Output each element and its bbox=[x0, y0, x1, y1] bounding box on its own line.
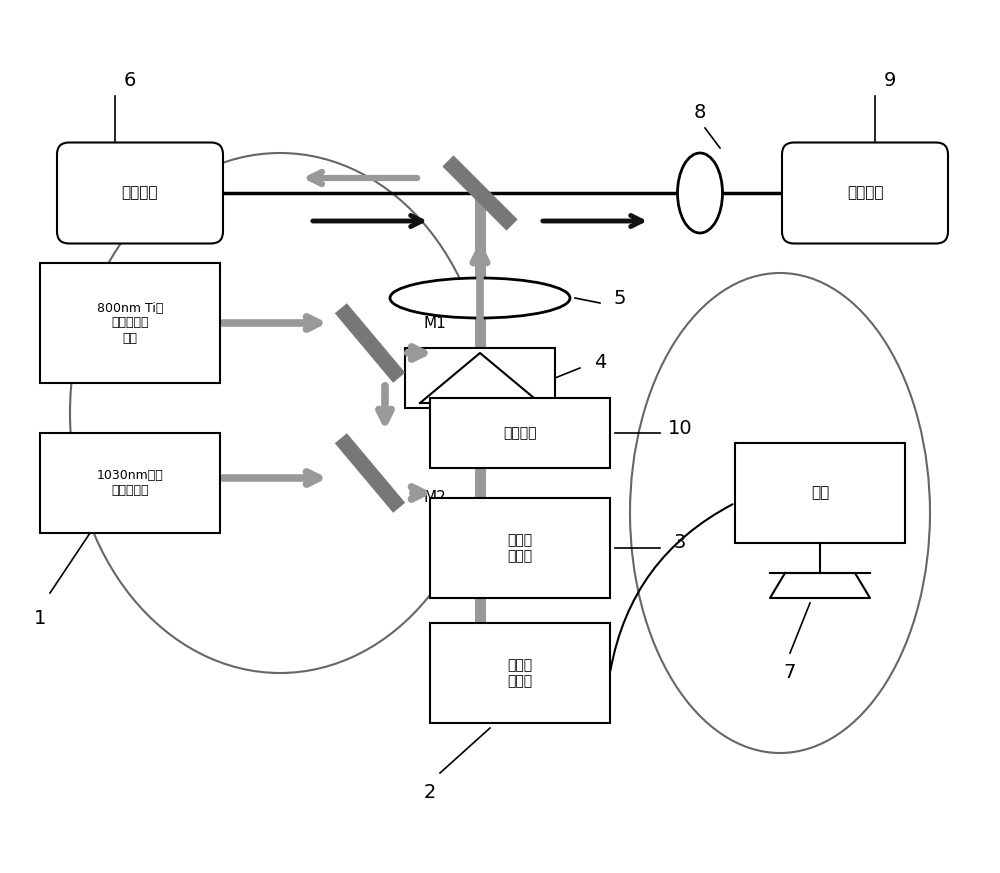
Text: 电脑: 电脑 bbox=[811, 485, 829, 500]
Text: 5: 5 bbox=[614, 288, 626, 307]
Bar bbox=[430, 498, 610, 598]
Bar bbox=[335, 304, 405, 382]
Text: 7: 7 bbox=[784, 663, 796, 683]
Text: 偏振控
制模块: 偏振控 制模块 bbox=[507, 658, 533, 688]
Text: 10: 10 bbox=[668, 418, 692, 437]
Bar bbox=[405, 348, 555, 408]
Text: M2: M2 bbox=[424, 491, 446, 505]
Text: 6: 6 bbox=[124, 71, 136, 90]
Text: 1030nm光纤
飞秒激光器: 1030nm光纤 飞秒激光器 bbox=[97, 469, 163, 497]
Text: 800nm Ti蓝
宝石飞秒激
光器: 800nm Ti蓝 宝石飞秒激 光器 bbox=[97, 301, 163, 345]
Text: 倍频晶体: 倍频晶体 bbox=[503, 426, 537, 440]
Text: 4: 4 bbox=[594, 354, 606, 373]
Text: 8: 8 bbox=[694, 104, 706, 122]
Bar bbox=[443, 156, 517, 230]
Bar bbox=[335, 434, 405, 512]
Text: 显微加工: 显微加工 bbox=[122, 185, 158, 201]
Bar bbox=[735, 443, 905, 543]
Text: 能量控
制模块: 能量控 制模块 bbox=[507, 533, 533, 563]
FancyBboxPatch shape bbox=[57, 142, 223, 244]
Bar bbox=[40, 263, 220, 383]
Bar bbox=[40, 433, 220, 533]
Ellipse shape bbox=[390, 278, 570, 318]
FancyBboxPatch shape bbox=[782, 142, 948, 244]
Bar bbox=[430, 623, 610, 723]
Text: 1: 1 bbox=[34, 608, 46, 628]
Text: 9: 9 bbox=[884, 71, 896, 90]
Bar bbox=[430, 398, 610, 468]
Text: 3: 3 bbox=[674, 533, 686, 553]
FancyArrowPatch shape bbox=[610, 505, 733, 670]
Text: M1: M1 bbox=[424, 315, 446, 331]
Text: 光谱探测: 光谱探测 bbox=[847, 185, 883, 201]
Text: 2: 2 bbox=[424, 783, 436, 802]
Ellipse shape bbox=[678, 153, 722, 233]
